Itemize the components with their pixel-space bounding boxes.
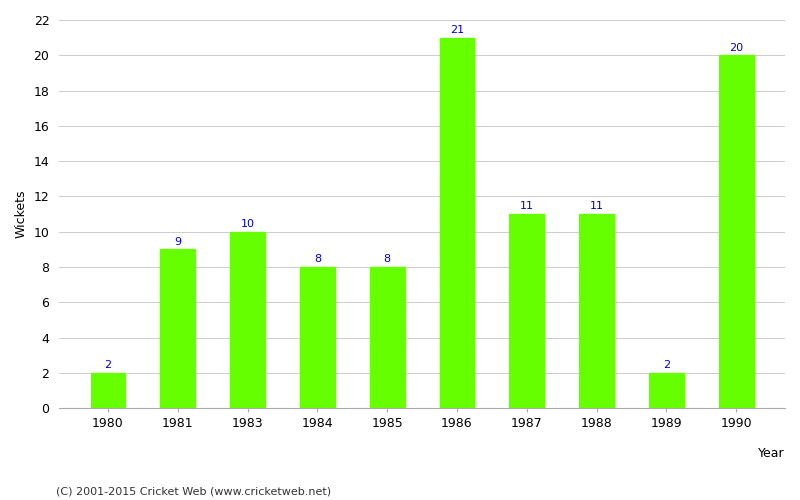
Text: 10: 10 <box>241 219 254 229</box>
Bar <box>160 250 195 408</box>
Bar <box>718 56 754 408</box>
Text: 11: 11 <box>520 202 534 211</box>
Bar <box>579 214 614 408</box>
Bar <box>510 214 544 408</box>
Bar <box>649 373 684 408</box>
Text: 2: 2 <box>105 360 111 370</box>
Bar <box>90 373 126 408</box>
Text: 2: 2 <box>662 360 670 370</box>
Bar <box>230 232 265 408</box>
Text: 11: 11 <box>590 202 603 211</box>
Text: Year: Year <box>758 447 785 460</box>
Bar <box>370 267 405 408</box>
Text: 20: 20 <box>729 42 743 52</box>
Bar <box>439 38 474 408</box>
Y-axis label: Wickets: Wickets <box>15 190 28 238</box>
Text: 8: 8 <box>314 254 321 264</box>
Text: 21: 21 <box>450 25 464 35</box>
Text: (C) 2001-2015 Cricket Web (www.cricketweb.net): (C) 2001-2015 Cricket Web (www.cricketwe… <box>56 487 331 497</box>
Text: 9: 9 <box>174 236 182 246</box>
Text: 8: 8 <box>384 254 390 264</box>
Bar <box>300 267 335 408</box>
